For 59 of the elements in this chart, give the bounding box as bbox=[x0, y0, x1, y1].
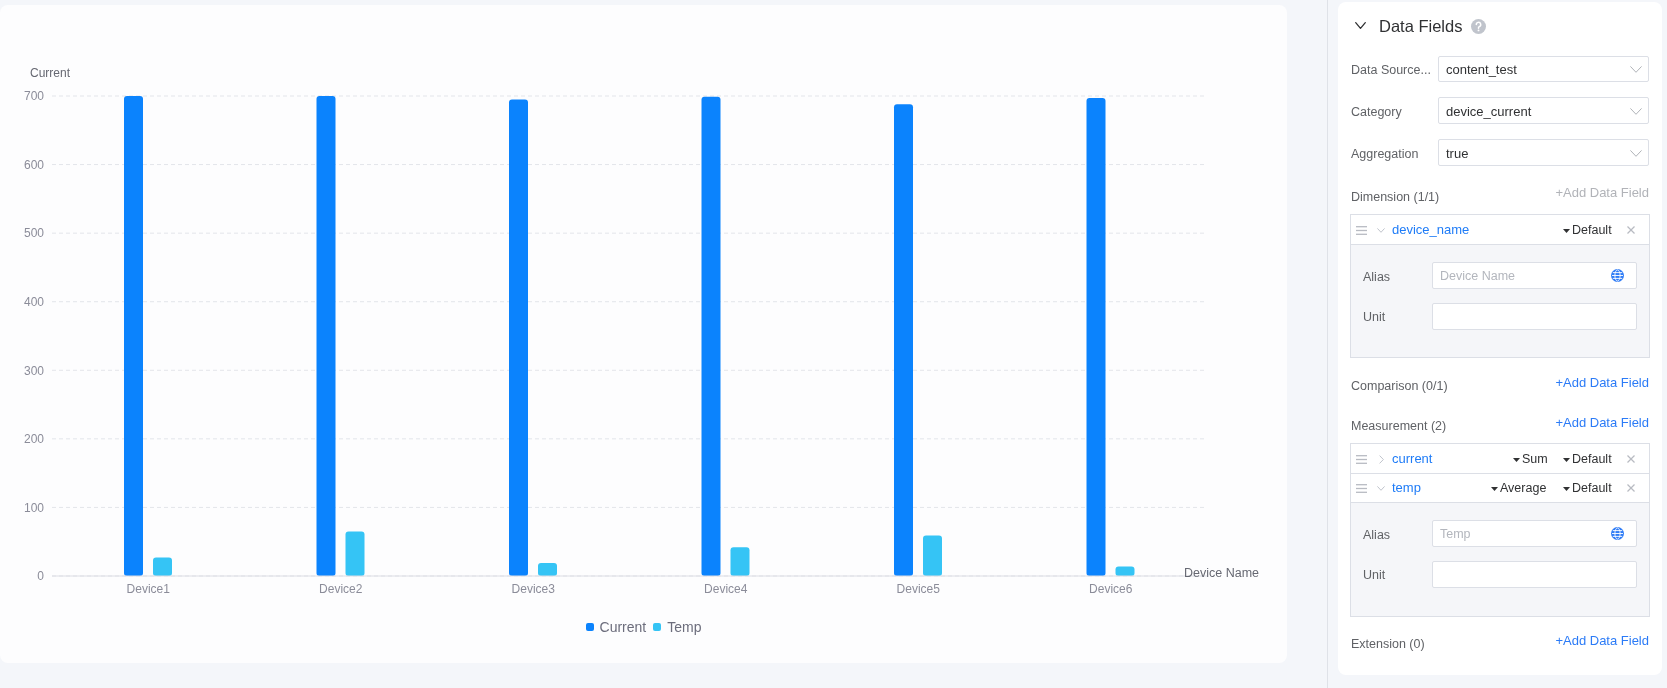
text: Data Fields bbox=[1379, 16, 1463, 37]
text: Device Name bbox=[1440, 268, 1516, 285]
bar bbox=[345, 531, 365, 576]
bar bbox=[538, 562, 557, 576]
text: Default bbox=[1572, 480, 1612, 497]
text: +Add Data Field bbox=[1555, 184, 1649, 202]
bar bbox=[894, 104, 913, 576]
text: Dimension (1/1) bbox=[1351, 189, 1440, 206]
y-tick-label: 500 bbox=[23, 226, 45, 241]
text: +Add Data Field bbox=[1555, 414, 1649, 432]
bar bbox=[923, 535, 942, 576]
x-tick-label: Device3 bbox=[511, 581, 556, 596]
text: +Add Data Field bbox=[1555, 632, 1649, 650]
bar bbox=[153, 557, 172, 576]
text: Default bbox=[1572, 451, 1612, 468]
text: Alias bbox=[1363, 527, 1391, 544]
y-tick-label: 400 bbox=[23, 294, 45, 309]
x-tick-label: Device5 bbox=[896, 581, 941, 596]
y-tick-label: 200 bbox=[23, 432, 45, 447]
text: Aggregation bbox=[1351, 146, 1419, 163]
text: current bbox=[1392, 450, 1433, 468]
text: Category bbox=[1351, 104, 1402, 121]
y-axis-title: Current bbox=[30, 65, 71, 81]
text: Measurement (2) bbox=[1351, 418, 1447, 435]
y-tick-label: 600 bbox=[23, 157, 45, 172]
y-tick-label: 300 bbox=[23, 363, 45, 378]
y-tick-label: 0 bbox=[37, 569, 45, 584]
x-tick-label: Device6 bbox=[1089, 581, 1133, 596]
text: Temp bbox=[1440, 526, 1471, 543]
text: Unit bbox=[1363, 309, 1386, 326]
text: Average bbox=[1500, 480, 1547, 497]
bar bbox=[730, 547, 750, 576]
text: device_current bbox=[1446, 103, 1532, 121]
legend-label: Current bbox=[599, 619, 647, 635]
text: Unit bbox=[1363, 567, 1386, 584]
text: true bbox=[1446, 145, 1469, 163]
text: Default bbox=[1572, 222, 1612, 239]
x-tick-label: Device1 bbox=[126, 581, 171, 596]
text: Comparison (0/1) bbox=[1351, 378, 1448, 395]
x-tick-label: Device2 bbox=[319, 581, 363, 596]
y-tick-label: 100 bbox=[23, 500, 45, 515]
text: Sum bbox=[1522, 451, 1548, 468]
bar bbox=[124, 96, 143, 576]
y-tick-label: 700 bbox=[23, 89, 45, 104]
text: temp bbox=[1392, 479, 1421, 497]
text: Extension (0) bbox=[1351, 636, 1425, 653]
text: Alias bbox=[1363, 269, 1391, 286]
bar bbox=[1115, 566, 1135, 576]
x-tick-label: Device4 bbox=[704, 581, 748, 596]
bar bbox=[509, 99, 528, 576]
text: +Add Data Field bbox=[1555, 374, 1649, 392]
source-note: Data Source... bbox=[1351, 62, 1431, 79]
text: content_test bbox=[1446, 61, 1517, 79]
bar bbox=[1086, 98, 1106, 576]
legend-label: Temp bbox=[667, 619, 702, 635]
bar bbox=[316, 96, 336, 576]
text: device_name bbox=[1392, 221, 1470, 239]
bar bbox=[701, 96, 721, 576]
x-axis-title: Device Name bbox=[1184, 565, 1260, 581]
